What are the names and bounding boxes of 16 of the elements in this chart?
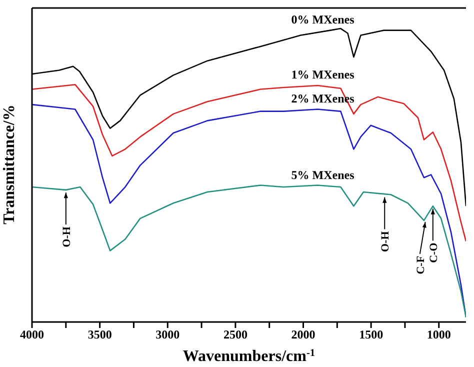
x-tick-label: 2500 — [223, 328, 248, 342]
x-tick-label: 1000 — [426, 328, 451, 342]
annotation: O-H — [60, 226, 73, 248]
series-label: 5% MXenes — [291, 168, 355, 182]
series-label: 0% MXenes — [291, 12, 355, 26]
series-label: 1% MXenes — [291, 68, 355, 82]
annotation: O-H — [380, 230, 392, 252]
x-tick-label: 2000 — [291, 328, 316, 342]
y-axis-title: Transmittance/% — [1, 104, 18, 224]
x-tick-label: 1500 — [359, 328, 384, 342]
x-tick-label: 3000 — [156, 328, 180, 342]
annotation: C-F — [414, 256, 427, 274]
x-tick-label: 4000 — [20, 328, 44, 342]
annotation: C-O — [428, 242, 440, 263]
x-tick-label: 3500 — [88, 328, 112, 342]
x-axis-title: Wavenumbers/cm$^{-1}$ — [182, 348, 316, 365]
